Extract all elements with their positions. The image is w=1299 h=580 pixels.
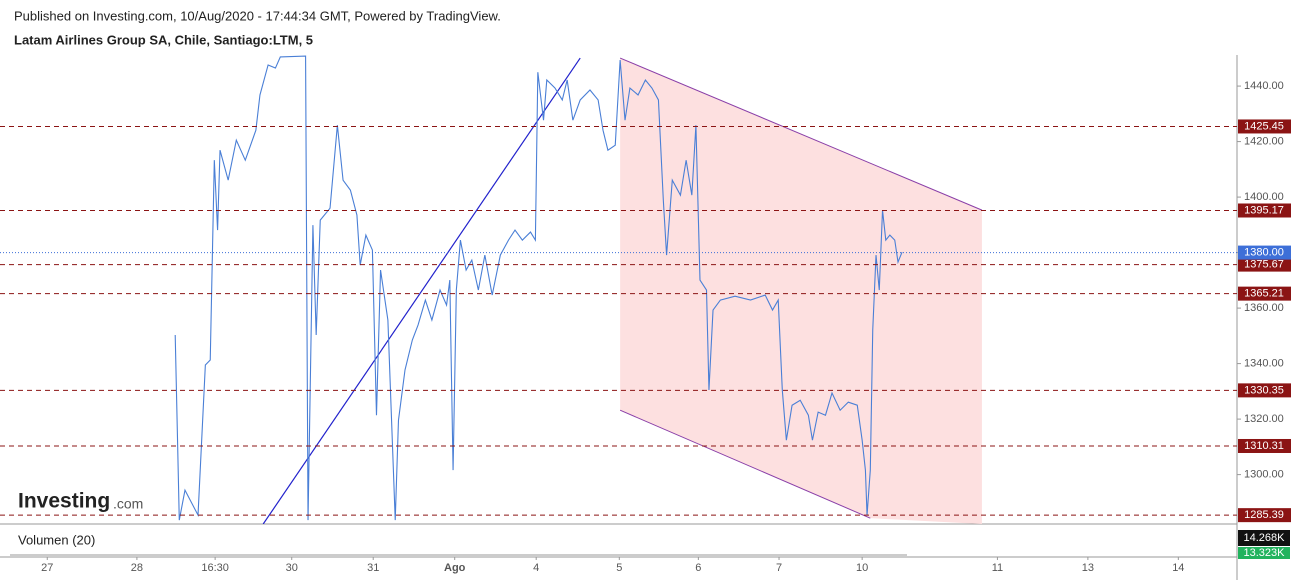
last-price-box: [1238, 245, 1291, 260]
level-label-box: [1238, 438, 1291, 453]
x-tick-label: 6: [695, 562, 701, 574]
channel-line: [619, 57, 983, 211]
volume-label-box: [1238, 530, 1290, 546]
channel-fill: [620, 58, 982, 524]
symbol-title: Latam Airlines Group SA, Chile, Santiago…: [14, 32, 313, 47]
x-tick-label: 14: [1172, 562, 1184, 574]
volume-value: 13.323K: [1244, 547, 1286, 559]
volume-strip: [10, 554, 907, 557]
level-label-box: [1238, 286, 1291, 301]
plot-area: [174, 55, 983, 524]
x-tick-label: 4: [533, 562, 539, 574]
price-line: [174, 55, 903, 521]
level-label-box: [1238, 119, 1291, 134]
x-tick-label: 7: [776, 562, 782, 574]
x-tick-label: 10: [856, 562, 868, 574]
x-tick-label: 5: [616, 562, 622, 574]
last-price-label: 1380.00: [1244, 246, 1284, 258]
x-tick-label: 13: [1082, 562, 1094, 574]
y-tick-label: 1300.00: [1244, 469, 1284, 481]
x-tick-label: 11: [992, 562, 1003, 574]
watermark-suffix: .com: [113, 496, 143, 512]
level-label: 1310.31: [1244, 440, 1284, 452]
level-label: 1425.45: [1244, 120, 1284, 132]
channel-line: [619, 409, 871, 519]
volume-label-box: [1238, 547, 1290, 559]
published-note: Published on Investing.com, 10/Aug/2020 …: [14, 8, 501, 23]
level-label-box: [1238, 508, 1291, 523]
volume-label: Volumen (20): [18, 532, 95, 547]
y-tick-label: 1400.00: [1244, 191, 1284, 203]
x-tick-label: 16:30: [201, 562, 229, 574]
level-label: 1375.67: [1244, 259, 1284, 271]
y-tick-label: 1440.00: [1244, 80, 1284, 92]
watermark: Investing: [18, 490, 110, 513]
x-tick-label: 31: [367, 562, 379, 574]
level-label-box: [1238, 203, 1291, 218]
volume-value: 14.268K: [1244, 532, 1286, 544]
y-tick-label: 1340.00: [1244, 358, 1284, 370]
x-tick-label: 27: [41, 562, 53, 574]
y-tick-label: 1360.00: [1244, 302, 1284, 314]
level-label: 1330.35: [1244, 384, 1284, 396]
level-label: 1395.17: [1244, 204, 1284, 216]
y-tick-label: 1420.00: [1244, 135, 1284, 147]
x-tick-label: 28: [131, 562, 143, 574]
level-label-box: [1238, 383, 1291, 398]
level-label: 1365.21: [1244, 288, 1284, 300]
x-tick-label: Ago: [444, 562, 466, 574]
level-label-box: [1238, 257, 1291, 272]
y-tick-label: 1320.00: [1244, 413, 1284, 425]
x-tick-label: 30: [286, 562, 298, 574]
level-label: 1285.39: [1244, 509, 1284, 521]
